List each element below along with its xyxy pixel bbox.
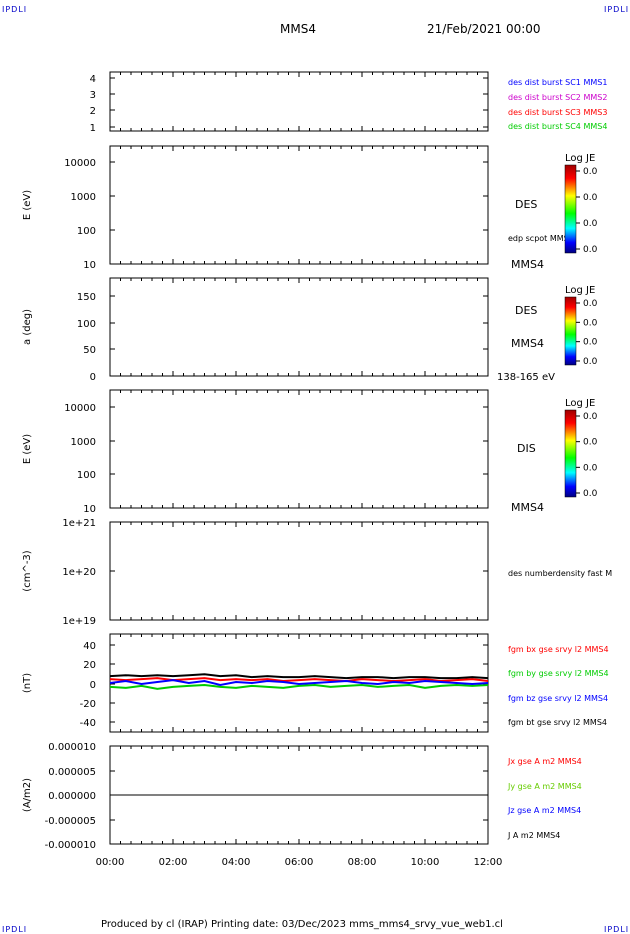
panel-3-side-label: MMS4 <box>511 337 544 350</box>
panel-4-colorbar-tick-label: 0.0 <box>583 463 598 473</box>
panel-4-colorbar-tick-label: 0.0 <box>583 489 598 499</box>
panel-2-side-label: MMS4 <box>511 258 544 271</box>
footer-text: Produced by cl (IRAP) Printing date: 03/… <box>101 919 503 930</box>
panel-5-y-tick-label: 1e+20 <box>62 567 96 578</box>
panel-4-y-tick-label: 1000 <box>71 437 96 448</box>
x-tick-label: 04:00 <box>222 857 251 868</box>
panel-2-y-label: E (eV) <box>22 190 33 220</box>
panel-1-legend-entry: des dist burst SC3 MMS3 <box>508 108 607 117</box>
panel-2-colorbar-tick-label: 0.0 <box>583 193 598 203</box>
panel-1-y-tick-label: 3 <box>90 90 96 101</box>
panel-3-colorbar-tick-label: 0.0 <box>583 318 598 328</box>
panel-3-y-tick-label: 150 <box>77 292 96 303</box>
x-tick-label: 02:00 <box>159 857 188 868</box>
panel-7-y-tick-label: -0.000010 <box>45 840 96 851</box>
panel-7-y-label: (A/m2) <box>22 778 33 812</box>
panel-4-y-tick-label: 10 <box>83 504 96 515</box>
panel-2-y-tick-label: 100 <box>77 226 96 237</box>
panel-5-legend-entry: des numberdensity fast M <box>508 569 612 578</box>
panel-4-colorbar <box>564 409 577 498</box>
panel-5-y-label: (cm^-3) <box>22 550 33 591</box>
panel-1-legend-entry: des dist burst SC4 MMS4 <box>508 122 607 131</box>
panel-3-y-tick-label: 100 <box>77 319 96 330</box>
panel-6-legend-entry: fgm by gse srvy l2 MMS4 <box>508 669 609 678</box>
panel-3-colorbar-tick-label: 0.0 <box>583 338 598 348</box>
panel-1-y-tick-label: 1 <box>90 123 96 134</box>
corner-label-top-left: IPDLI <box>2 5 28 14</box>
panel-2-colorbar-tick-label: 0.0 <box>583 219 598 229</box>
panel-7-legend-entry: Jx gse A m2 MMS4 <box>507 757 582 766</box>
panel-1-frame <box>109 71 489 132</box>
panel-4-y-tick-label: 100 <box>77 470 96 481</box>
header-date: 21/Feb/2021 00:00 <box>427 22 541 36</box>
panel-3-colorbar-tick-label: 0.0 <box>583 357 598 367</box>
x-tick-label: 00:00 <box>96 857 125 868</box>
x-tick-label: 10:00 <box>411 857 440 868</box>
panel-2-colorbar-title: Log JE <box>565 153 595 164</box>
panel-1-y-tick-label: 4 <box>90 74 96 85</box>
panel-6-y-tick-label: -20 <box>80 699 96 710</box>
panel-3-colorbar <box>564 296 577 366</box>
panel-3-colorbar-tick-label: 0.0 <box>583 299 598 309</box>
panel-3-y-tick-label: 50 <box>83 345 96 356</box>
panel-2-colorbar-tick-label: 0.0 <box>583 167 598 177</box>
panel-2-colorbar-tick-label: 0.0 <box>583 245 598 255</box>
panel-6-series-line <box>109 683 489 690</box>
x-tick-label: 06:00 <box>285 857 314 868</box>
corner-label-top-right: IPDLI <box>604 5 630 14</box>
panel-7-y-tick-label: -0.000005 <box>45 816 96 827</box>
panel-6-y-tick-label: 0 <box>90 680 96 691</box>
corner-label-bottom-right: IPDLI <box>604 925 630 934</box>
panel-2-side-label: DES <box>515 198 537 211</box>
panel-6-y-label: (nT) <box>22 673 33 693</box>
x-tick-label: 08:00 <box>348 857 377 868</box>
panel-3-side-label: 138-165 eV <box>497 372 555 383</box>
panel-6-series-line <box>109 679 489 687</box>
panel-4-side-label: MMS4 <box>511 501 544 514</box>
panel-5-y-tick-label: 1e+21 <box>62 518 96 529</box>
panel-1-y-tick-label: 2 <box>90 106 96 117</box>
panel-2-y-tick-label: 10 <box>83 260 96 271</box>
panel-7-legend-entry: Jy gse A m2 MMS4 <box>507 782 582 791</box>
panel-6-y-tick-label: 40 <box>83 641 96 652</box>
panel-7-y-tick-label: 0.000005 <box>48 767 96 778</box>
panel-4-y-tick-label: 10000 <box>64 403 96 414</box>
panel-2-side-label: edp scpot MMS4 <box>508 234 574 243</box>
panel-4-colorbar-tick-label: 0.0 <box>583 412 598 422</box>
panel-6-y-tick-label: -40 <box>80 718 96 729</box>
panel-7-legend-entry: Jz gse A m2 MMS4 <box>507 806 581 815</box>
panel-5-frame <box>109 521 489 621</box>
panel-7-legend-entry: J A m2 MMS4 <box>507 831 560 840</box>
panel-2-colorbar <box>564 164 577 254</box>
corner-label-bottom-left: IPDLI <box>2 925 28 934</box>
panel-6-legend-entry: fgm bz gse srvy l2 MMS4 <box>508 694 608 703</box>
panel-6-y-tick-label: 20 <box>83 660 96 671</box>
panel-4-colorbar-title: Log JE <box>565 398 595 409</box>
panel-4-y-label: E (eV) <box>22 434 33 464</box>
panel-2-frame <box>109 145 489 265</box>
panel-1-legend-entry: des dist burst SC2 MMS2 <box>508 93 607 102</box>
panel-3-frame <box>109 277 489 377</box>
panel-4-colorbar-tick-label: 0.0 <box>583 438 598 448</box>
panel-3-y-label: a (deg) <box>22 309 33 345</box>
panel-7-y-tick-label: 0.000000 <box>48 791 96 802</box>
panel-4-side-label: DIS <box>517 442 536 455</box>
header-spacecraft: MMS4 <box>280 22 316 36</box>
panel-3-side-label: DES <box>515 304 537 317</box>
panel-1-legend-entry: des dist burst SC1 MMS1 <box>508 78 607 87</box>
panel-3-y-tick-label: 0 <box>90 372 96 383</box>
panel-6-legend-entry: fgm bx gse srvy l2 MMS4 <box>508 645 609 654</box>
panel-3-colorbar-title: Log JE <box>565 285 595 296</box>
panel-5-y-tick-label: 1e+19 <box>62 616 96 627</box>
panel-4-frame <box>109 389 489 509</box>
panel-6-series-line <box>109 673 489 680</box>
panel-7-y-tick-label: 0.000010 <box>48 742 96 753</box>
panel-2-y-tick-label: 10000 <box>64 158 96 169</box>
x-tick-label: 12:00 <box>474 857 503 868</box>
panel-6-legend-entry: fgm bt gse srvy l2 MMS4 <box>508 718 607 727</box>
panel-2-y-tick-label: 1000 <box>71 192 96 203</box>
